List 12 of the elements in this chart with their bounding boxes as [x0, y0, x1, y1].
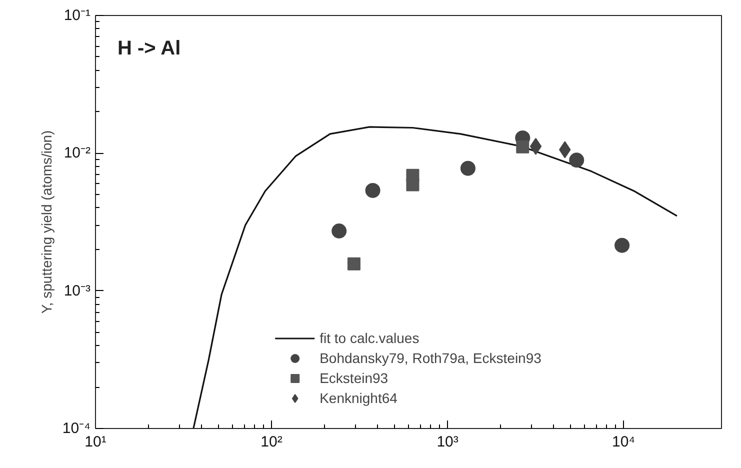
legend-label: fit to calc.values	[320, 330, 420, 346]
y-tick-label: 10⁻²	[64, 144, 91, 162]
x-tick-label: 10²	[260, 434, 282, 450]
legend-label: Kenknight64	[320, 390, 398, 406]
x-tick-label: 10³	[436, 434, 458, 450]
y-tick-label: 10⁻³	[64, 282, 91, 300]
y-axis-title: Y, sputtering yield (atoms/ion)	[38, 130, 54, 314]
annotation: H -> Al	[118, 38, 181, 60]
y-tick-label: 10⁻¹	[64, 7, 91, 24]
legend-label: Bohdansky79, Roth79a, Eckstein93	[320, 350, 542, 366]
x-tick-label: 10⁴	[612, 434, 636, 450]
legend-label: Eckstein93	[320, 370, 388, 386]
